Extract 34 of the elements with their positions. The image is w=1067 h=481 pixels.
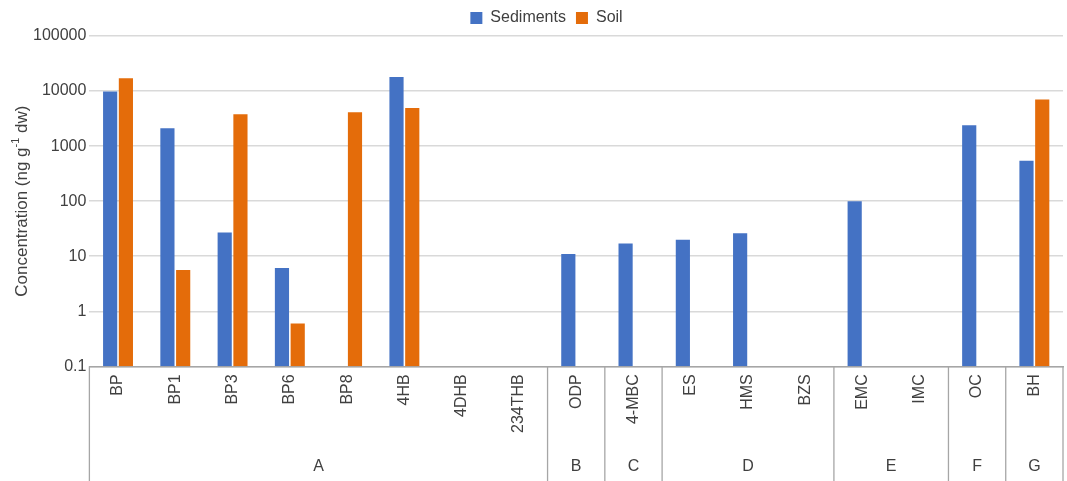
y-axis-title: Concentration (ng g-1 dw): [9, 105, 31, 297]
x-tick-label: BP: [108, 374, 126, 396]
x-tick-label: ODP: [566, 374, 584, 409]
legend-label: Sediments: [490, 8, 566, 26]
y-tick-label: 0.1: [64, 356, 87, 374]
x-tick-label: IMC: [910, 374, 928, 404]
x-tick-label: BP8: [337, 374, 355, 405]
x-tick-label: HMS: [738, 374, 756, 410]
text: A: [313, 457, 325, 475]
x-tick-label: BP3: [222, 374, 240, 405]
x-tick-label: BZS: [795, 374, 813, 406]
x-tick-label: BP6: [280, 374, 298, 405]
text: F: [972, 457, 983, 475]
text: C: [627, 457, 640, 475]
text: G: [1028, 457, 1041, 475]
x-tick-label: 4-MBC: [623, 374, 641, 425]
y-tick-label: 10000: [41, 81, 87, 99]
x-tick-label: 4HB: [394, 374, 412, 406]
text: D: [742, 457, 754, 475]
x-tick-label: 4DHB: [452, 374, 470, 417]
x-tick-label: ES: [681, 374, 699, 396]
y-tick-label: 10: [68, 246, 87, 264]
x-tick-label: BH: [1024, 374, 1042, 397]
legend-label: Soil: [595, 8, 623, 26]
text: E: [885, 457, 897, 475]
y-tick-label: 100: [59, 191, 87, 209]
text: B: [570, 457, 582, 475]
x-tick-label: EMC: [852, 374, 870, 410]
y-tick-label: 1000: [50, 136, 87, 154]
y-tick-label: 1: [77, 301, 87, 319]
x-tick-label: OC: [967, 374, 985, 399]
y-tick-label: 100000: [33, 26, 87, 44]
x-tick-label: 234THB: [509, 374, 527, 434]
x-tick-label: BP1: [165, 374, 183, 405]
